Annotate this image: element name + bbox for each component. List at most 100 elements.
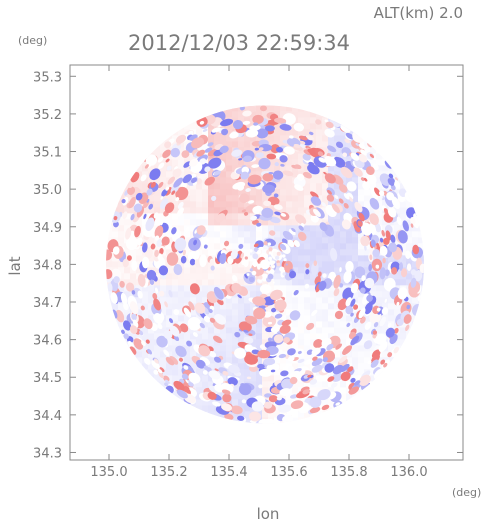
field-cell xyxy=(274,183,281,190)
noise-speckle xyxy=(313,339,323,349)
field-cell xyxy=(256,285,263,292)
field-cell xyxy=(382,219,389,226)
center-clutter xyxy=(243,270,247,274)
center-clutter xyxy=(249,249,253,253)
field-cell xyxy=(214,195,221,202)
noise-speckle xyxy=(185,226,190,233)
field-cell xyxy=(262,243,269,250)
field-cell xyxy=(160,381,167,388)
field-cell xyxy=(304,339,311,346)
field-cell xyxy=(292,285,299,292)
field-cell xyxy=(298,303,305,310)
field-cell xyxy=(352,231,359,238)
field-cell xyxy=(190,183,197,190)
field-cell xyxy=(238,219,245,226)
field-cell xyxy=(220,309,227,316)
field-cell xyxy=(214,243,221,250)
field-cell xyxy=(370,171,377,178)
field-cell xyxy=(358,129,365,136)
field-cell xyxy=(256,339,263,346)
field-cell xyxy=(172,177,179,184)
field-cell xyxy=(250,189,257,196)
field-cell xyxy=(250,255,257,262)
field-cell xyxy=(346,177,353,184)
field-cell xyxy=(346,201,353,208)
noise-speckle xyxy=(350,282,359,294)
field-cell xyxy=(328,303,335,310)
field-cell xyxy=(328,369,335,376)
noise-speckle xyxy=(350,335,360,346)
noise-speckle xyxy=(335,402,341,406)
field-cell xyxy=(178,219,185,226)
field-cell xyxy=(358,345,365,352)
field-cell xyxy=(202,189,209,196)
field-cell xyxy=(298,321,305,328)
field-cell xyxy=(298,243,305,250)
field-cell xyxy=(244,285,251,292)
field-cell xyxy=(358,393,365,400)
field-cell xyxy=(232,339,239,346)
field-cell xyxy=(154,201,161,208)
noise-speckle xyxy=(161,236,170,246)
noise-speckle xyxy=(119,280,125,288)
noise-speckle xyxy=(299,140,306,145)
noise-speckle xyxy=(360,222,372,236)
noise-speckle xyxy=(339,267,342,273)
noise-speckle xyxy=(248,333,253,336)
field-cell xyxy=(184,195,191,202)
field-cell xyxy=(184,123,191,130)
field-cell xyxy=(358,357,365,364)
field-cell xyxy=(298,261,305,268)
field-cell xyxy=(214,237,221,244)
field-cell xyxy=(388,255,395,262)
field-cell xyxy=(298,111,305,118)
field-cell xyxy=(142,315,149,322)
field-cell xyxy=(364,201,371,208)
field-cell xyxy=(166,369,173,376)
radar-center xyxy=(260,259,270,270)
noise-speckle xyxy=(271,307,277,313)
field-cell xyxy=(220,399,227,406)
field-cell xyxy=(328,315,335,322)
field-cell xyxy=(202,339,209,346)
field-cell xyxy=(334,165,341,172)
field-cell xyxy=(184,357,191,364)
field-cell xyxy=(166,231,173,238)
field-cell xyxy=(268,423,275,430)
field-cell xyxy=(232,291,239,298)
noise-speckle xyxy=(259,368,272,377)
field-cell xyxy=(268,219,275,226)
noise-speckle xyxy=(163,330,173,340)
noise-speckle xyxy=(390,184,396,191)
field-cell xyxy=(196,207,203,214)
field-cell xyxy=(244,405,251,412)
field-cell xyxy=(202,333,209,340)
field-cell xyxy=(322,411,329,418)
field-cell xyxy=(226,123,233,130)
field-cell xyxy=(376,147,383,154)
noise-speckle xyxy=(410,277,417,288)
field-cell xyxy=(370,159,377,166)
noise-speckle xyxy=(406,304,411,310)
y-tick-label: 35.1 xyxy=(33,146,62,161)
noise-speckle xyxy=(115,309,125,323)
noise-speckle xyxy=(160,196,164,200)
field-cell xyxy=(322,345,329,352)
field-cell xyxy=(226,273,233,280)
noise-speckle xyxy=(239,193,250,204)
field-cell xyxy=(262,381,269,388)
field-cell xyxy=(322,261,329,268)
field-cell xyxy=(316,267,323,274)
field-cell xyxy=(160,357,167,364)
field-cell xyxy=(292,243,299,250)
noise-speckle xyxy=(281,238,288,244)
field-cell xyxy=(262,225,269,232)
noise-speckle xyxy=(188,372,201,384)
x-tick: 135.6 xyxy=(270,65,308,480)
noise-speckle xyxy=(242,155,252,163)
field-cell xyxy=(340,195,347,202)
field-cell xyxy=(394,309,401,316)
noise-speckle xyxy=(228,364,240,374)
x-tick-label: 135.0 xyxy=(90,465,127,480)
field-cell xyxy=(304,309,311,316)
